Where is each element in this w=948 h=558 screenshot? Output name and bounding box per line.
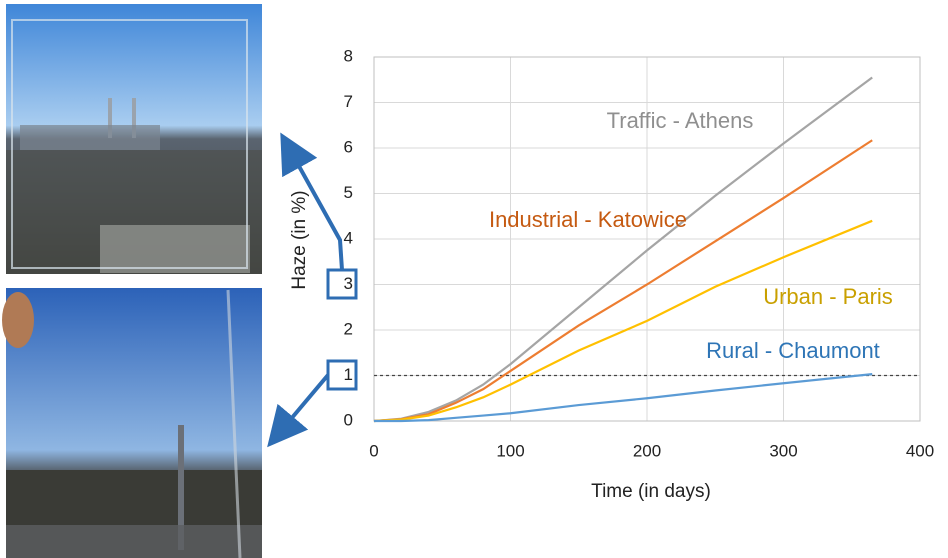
x-tick-label: 0 [369, 441, 378, 460]
series-line [373, 219, 873, 423]
y-tick-label: 1 [344, 365, 353, 384]
x-tick-label: 100 [496, 441, 524, 460]
y-axis-title: Haze (in %) [289, 190, 310, 289]
x-tick-label: 400 [906, 441, 934, 460]
x-tick-label: 200 [633, 441, 661, 460]
y-tick-label: 8 [344, 46, 353, 65]
y-tick-label: 0 [344, 410, 353, 429]
arrow [267, 373, 330, 448]
series-line [373, 76, 873, 423]
x-tick-label: 300 [769, 441, 797, 460]
y-tick-label: 4 [344, 228, 353, 247]
x-axis-title: Time (in days) [591, 481, 711, 502]
y-tick-label: 5 [344, 183, 353, 202]
y-tick-label: 2 [344, 319, 353, 338]
photo-bottom [2, 288, 262, 558]
plot-frame [373, 56, 921, 422]
plot: 0 1 2 3 4 5 6 7 8 0 100 200 300 400 Traffic - Athens In… [344, 46, 935, 460]
series-label: Rural - Chaumont [706, 338, 880, 363]
y-tick-label: 6 [344, 137, 353, 156]
series-label: Traffic - Athens [607, 108, 754, 133]
series-line [373, 139, 873, 423]
photo-top [6, 4, 262, 274]
arrow [280, 132, 344, 271]
series-line [374, 373, 873, 423]
series-label: Urban - Paris [763, 284, 893, 309]
series-label: Industrial - Katowice [489, 207, 687, 232]
y-tick-label: 7 [344, 92, 353, 111]
y-tick-label: 3 [344, 274, 353, 293]
